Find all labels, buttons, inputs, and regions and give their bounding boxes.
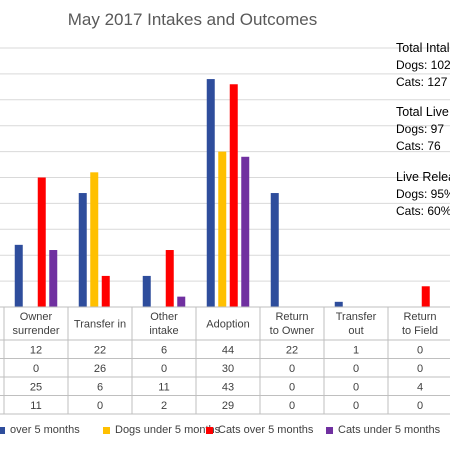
- table-value: 4: [417, 381, 423, 393]
- legend-swatch: [326, 426, 333, 434]
- stat-block-live-release: Live Relea Dogs: 95% Cats: 60%: [396, 169, 450, 220]
- table-value: 0: [289, 400, 295, 412]
- table-value: 0: [417, 344, 423, 356]
- bar: [206, 79, 215, 307]
- stat-heading: Total Live: [396, 105, 449, 119]
- table-value: 0: [417, 363, 423, 375]
- table-value: 1: [353, 344, 359, 356]
- bar: [229, 84, 238, 307]
- bar: [241, 156, 250, 307]
- table-value: 0: [161, 363, 167, 375]
- table-value: 0: [353, 363, 359, 375]
- stat-heading: Live Relea: [396, 170, 450, 184]
- bar: [14, 244, 23, 307]
- table-value: 0: [417, 400, 423, 412]
- bar: [165, 250, 174, 307]
- table-value: 0: [353, 400, 359, 412]
- category-label: Owner surrender: [12, 311, 59, 337]
- table-value: 22: [94, 344, 106, 356]
- bar: [101, 275, 110, 307]
- table-value: 6: [97, 381, 103, 393]
- table-value: 11: [158, 381, 169, 393]
- stat-line-dogs: Dogs: 95%: [396, 187, 450, 201]
- table-value: 0: [97, 400, 103, 412]
- stat-line-cats: Cats: 60%: [396, 204, 450, 218]
- legend-label: Dogs under 5 months: [115, 424, 221, 436]
- legend-label: Cats under 5 months: [338, 424, 441, 436]
- bar: [37, 177, 46, 307]
- table-value: 6: [161, 344, 167, 356]
- table-value: 43: [222, 381, 234, 393]
- stat-block-total-live: Total Live Dogs: 97 Cats: 76: [396, 104, 449, 155]
- bar: [421, 286, 430, 307]
- bar: [218, 151, 227, 307]
- stat-line-cats: Cats: 76: [396, 139, 441, 153]
- table-value: 11: [30, 400, 41, 412]
- stat-line-dogs: Dogs: 97: [396, 122, 445, 136]
- table-value: 30: [222, 363, 234, 375]
- table-value: 0: [289, 363, 295, 375]
- bar: [78, 193, 87, 307]
- bar: [334, 301, 343, 307]
- table-value: 44: [222, 344, 234, 356]
- legend-label: Cats over 5 months: [218, 424, 314, 436]
- legend-label: over 5 months: [10, 424, 80, 436]
- bar: [177, 296, 186, 307]
- table-value: 12: [30, 344, 42, 356]
- table-value: 0: [33, 363, 39, 375]
- legend-item: Dogs under 5 months: [103, 424, 220, 436]
- stat-heading: Total Intal: [396, 41, 450, 55]
- table-value: 29: [222, 400, 234, 412]
- legend-swatch: [0, 426, 5, 434]
- legend-swatch: [206, 426, 213, 434]
- table-value: 25: [30, 381, 42, 393]
- legend-item: over 5 months: [0, 424, 80, 436]
- chart-legend: over 5 months Dogs under 5 months Cats o…: [0, 424, 450, 440]
- table-value: 0: [289, 381, 295, 393]
- legend-item: Cats over 5 months: [206, 424, 313, 436]
- category-label: Adoption: [206, 319, 249, 331]
- category-label: Return to Field: [402, 311, 438, 337]
- category-label: Transfer in: [74, 319, 126, 331]
- bar: [142, 275, 151, 307]
- legend-item: Cats under 5 months: [326, 424, 440, 436]
- bar: [90, 172, 99, 307]
- stat-block-total-intake: Total Intal Dogs: 102 Cats: 127: [396, 40, 450, 91]
- category-label: Other intake: [149, 311, 178, 337]
- bar: [49, 250, 58, 307]
- table-value: 0: [353, 381, 359, 393]
- table-value: 22: [286, 344, 298, 356]
- legend-swatch: [103, 426, 110, 434]
- category-label: Return to Owner: [270, 311, 315, 337]
- stat-line-dogs: Dogs: 102: [396, 58, 450, 72]
- category-label: Transfer out: [336, 311, 377, 337]
- bar: [270, 193, 279, 307]
- chart-title: May 2017 Intakes and Outcomes: [67, 10, 318, 29]
- table-value: 26: [94, 363, 106, 375]
- stat-line-cats: Cats: 127: [396, 75, 448, 89]
- table-value: 2: [161, 400, 167, 412]
